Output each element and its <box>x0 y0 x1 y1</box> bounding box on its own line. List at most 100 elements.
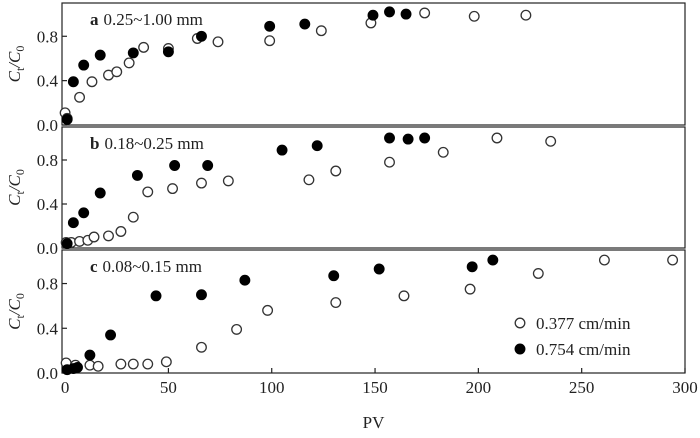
data-point <box>487 254 499 266</box>
data-point <box>88 231 100 243</box>
data-point <box>127 47 139 59</box>
data-point <box>491 132 503 144</box>
data-point <box>67 217 79 229</box>
data-point <box>239 274 251 286</box>
y-label-subscript: t <box>13 315 27 319</box>
data-point <box>142 358 154 370</box>
data-point <box>196 341 207 353</box>
panel-range: 0.18~0.25 mm <box>104 134 203 153</box>
data-point <box>167 183 178 195</box>
data-point <box>315 25 327 37</box>
data-point <box>84 349 96 361</box>
y-label-part: /C <box>5 298 24 316</box>
data-point <box>264 35 276 47</box>
y-tick-label: 0.4 <box>37 319 59 338</box>
data-point <box>400 8 412 20</box>
x-tick-label: 50 <box>160 378 177 397</box>
panel-title: a 0.25~1.00 mm <box>90 10 203 29</box>
data-point <box>78 207 90 219</box>
data-point <box>231 323 243 335</box>
data-point <box>328 270 340 282</box>
data-point <box>437 146 449 158</box>
y-tick-label: 0.0 <box>37 116 58 135</box>
panel-letter: a <box>90 10 99 29</box>
data-point <box>222 175 234 187</box>
y-label-subscript: 0 <box>13 169 27 175</box>
data-point <box>545 135 557 147</box>
data-point <box>299 18 311 30</box>
data-point <box>262 304 274 316</box>
legend-marker <box>514 317 526 329</box>
y-label-part: /C <box>5 51 24 69</box>
data-point <box>330 297 342 309</box>
panel-title: c 0.08~0.15 mm <box>90 257 202 276</box>
data-point <box>384 6 395 18</box>
data-point <box>598 254 610 266</box>
data-point <box>162 46 174 58</box>
panel-letter: b <box>90 134 99 153</box>
legend-label: 0.377 cm/min <box>536 314 631 333</box>
data-point <box>127 358 139 370</box>
data-point <box>94 49 106 61</box>
data-point <box>468 10 480 22</box>
panel-range: 0.08~0.15 mm <box>103 257 202 276</box>
y-tick-label: 0.8 <box>37 151 58 170</box>
data-point <box>138 41 150 53</box>
data-point <box>92 360 104 372</box>
y-tick-label: 0.4 <box>37 195 59 214</box>
data-point <box>330 165 342 177</box>
data-point <box>212 36 224 48</box>
x-tick-label: 100 <box>259 378 285 397</box>
data-point <box>86 76 98 88</box>
y-tick-label: 0.4 <box>37 72 59 91</box>
data-point <box>196 289 207 301</box>
y-label-part: C <box>5 318 24 330</box>
data-point <box>111 66 123 78</box>
data-point <box>67 76 79 88</box>
data-point <box>196 177 207 189</box>
panel-title: b 0.18~0.25 mm <box>90 134 204 153</box>
y-axis-label: Ct/C0 <box>5 293 27 330</box>
data-point <box>398 290 410 302</box>
data-point <box>72 361 83 373</box>
y-tick-label: 0.0 <box>37 239 58 258</box>
y-label-subscript: 0 <box>13 46 27 52</box>
data-point <box>276 144 288 156</box>
x-tick-label: 250 <box>569 378 595 397</box>
y-label-part: C <box>5 194 24 206</box>
y-tick-label: 0.8 <box>37 275 58 294</box>
data-point <box>61 114 73 125</box>
plot-frame <box>61 2 686 126</box>
data-point <box>150 290 162 302</box>
data-point <box>367 9 379 21</box>
data-point <box>373 263 385 275</box>
x-tick-label: 0 <box>61 378 70 397</box>
data-point <box>384 132 395 144</box>
data-point <box>202 160 214 171</box>
data-point <box>74 91 86 103</box>
plot-frame <box>61 126 686 249</box>
data-point <box>402 133 414 145</box>
data-point <box>169 160 181 171</box>
data-point <box>419 132 431 144</box>
panel-letter: c <box>90 257 98 276</box>
data-point <box>520 9 532 21</box>
x-tick-label: 200 <box>466 378 492 397</box>
data-point <box>105 329 117 341</box>
y-label-subscript: 0 <box>13 293 27 299</box>
x-tick-label: 150 <box>362 378 388 397</box>
legend-label: 0.754 cm/min <box>536 340 631 359</box>
data-point <box>532 268 544 279</box>
data-point <box>127 211 139 223</box>
y-label-subscript: t <box>13 67 27 71</box>
data-point <box>78 59 90 71</box>
data-point <box>466 261 478 273</box>
data-point <box>303 174 315 186</box>
y-axis-label: Ct/C0 <box>5 169 27 206</box>
data-point <box>142 186 154 198</box>
data-point <box>264 20 276 32</box>
x-tick-label: 300 <box>672 378 698 397</box>
y-tick-label: 0.0 <box>37 364 58 383</box>
data-point <box>115 358 127 370</box>
data-point <box>131 169 143 181</box>
